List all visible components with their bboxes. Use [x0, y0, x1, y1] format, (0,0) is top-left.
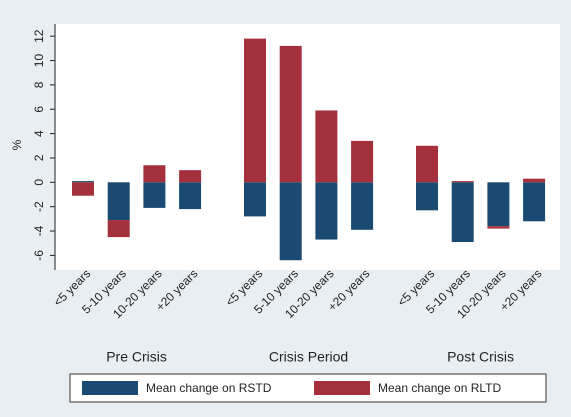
y-tick-label: 2 [32, 154, 46, 161]
legend-label: Mean change on RSTD [146, 381, 272, 395]
bar [351, 140, 374, 183]
y-tick-label: 4 [32, 130, 46, 137]
bar [523, 182, 546, 222]
bar [107, 182, 130, 221]
bar [351, 182, 374, 230]
bar [107, 220, 130, 238]
y-tick-label: 8 [32, 81, 46, 88]
legend-swatch [82, 381, 138, 395]
group-label: Crisis Period [269, 349, 348, 365]
bar [279, 182, 302, 261]
bar [451, 182, 474, 242]
y-tick-label: -6 [32, 250, 46, 261]
group-label: Post Crisis [447, 349, 514, 365]
y-tick-label: 0 [32, 179, 46, 186]
bar [72, 181, 94, 183]
bar [523, 178, 546, 183]
bar [143, 165, 166, 183]
group-label: Pre Crisis [106, 349, 167, 365]
legend-swatch [314, 381, 370, 395]
bar [487, 182, 510, 227]
plot-area [55, 24, 560, 270]
y-tick-label: -2 [32, 201, 46, 212]
bar [315, 182, 338, 240]
bar [143, 182, 166, 208]
y-axis-label: % [10, 139, 24, 150]
y-tick-label: 6 [32, 106, 46, 113]
y-tick-label: 10 [32, 54, 46, 68]
legend-label: Mean change on RLTD [378, 381, 502, 395]
bar [315, 110, 338, 183]
y-tick-label: -4 [32, 225, 46, 236]
bar [72, 182, 94, 196]
bar [487, 226, 510, 229]
bar [279, 45, 302, 183]
bar [179, 170, 202, 183]
bar [179, 182, 202, 210]
bar [451, 181, 474, 183]
bar [416, 145, 438, 183]
y-tick-label: 12 [32, 29, 46, 43]
bar [244, 182, 266, 217]
bar [244, 38, 266, 183]
legend [69, 373, 547, 403]
bar [416, 182, 438, 211]
